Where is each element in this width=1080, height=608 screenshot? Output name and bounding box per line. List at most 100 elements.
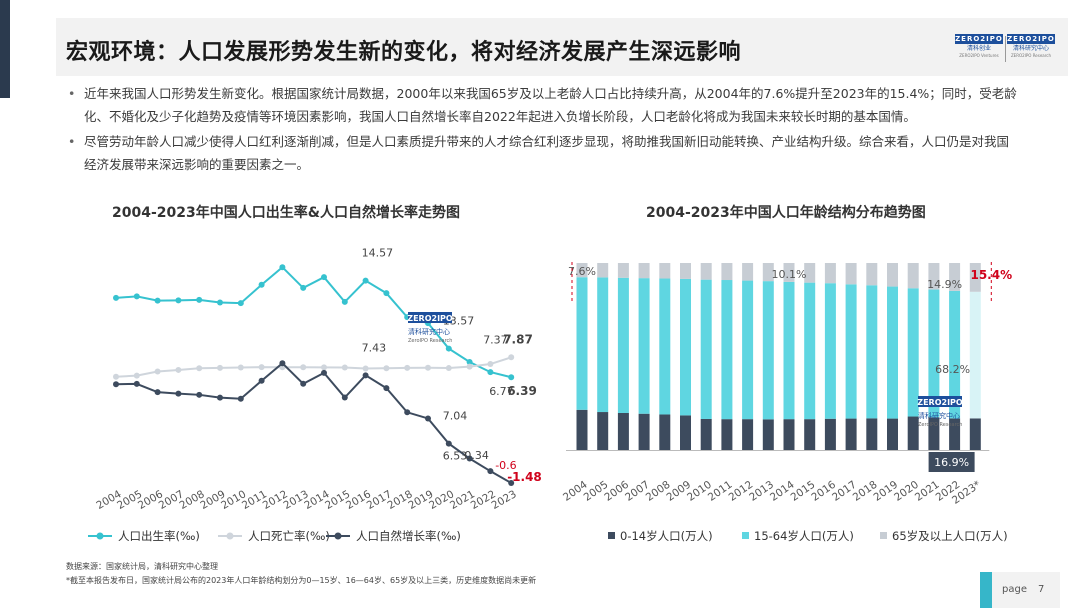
- data-label: 7.37: [483, 333, 508, 346]
- page-indicator: [980, 572, 1060, 608]
- bar-segment: [949, 290, 961, 419]
- bullet-item: 近年来我国人口形势发生新变化。根据国家统计局数据，2000年以来我国65岁及以上…: [66, 82, 1021, 128]
- legend-label: 人口死亡率(‰): [248, 529, 330, 543]
- bar-chart: 7.6% 10.1%14.9%15.4%68.2%16.9%20042005200…: [561, 262, 1012, 543]
- bar-chart-title: 2004-2023年中国人口年龄结构分布趋势图: [646, 205, 926, 221]
- data-point: [196, 296, 203, 303]
- line-chart-title: 2004-2023年中国人口出生率&人口自然增长率走势图: [112, 205, 460, 221]
- watermark-logo: ZERO2IPO: [917, 398, 963, 407]
- bar-segment: [762, 419, 774, 450]
- bar-segment: [887, 263, 898, 287]
- data-point: [196, 365, 203, 372]
- legend-label: 0-14岁人口(万人): [620, 529, 713, 543]
- data-point: [425, 364, 431, 371]
- bar-segment: [659, 278, 671, 415]
- data-point: [508, 374, 515, 381]
- bar-segment: [928, 289, 940, 418]
- bar-segment: [804, 419, 816, 450]
- legend-swatch: [880, 532, 887, 539]
- bar-segment: [969, 418, 981, 450]
- data-label: 7.6%: [568, 265, 596, 278]
- data-point: [154, 297, 161, 304]
- legend-marker: [334, 532, 342, 540]
- data-point: [404, 409, 411, 416]
- watermark-text: 清科研究中心: [918, 411, 960, 420]
- data-label: 68.2%: [935, 363, 970, 376]
- data-point: [445, 440, 452, 447]
- bar-segment: [700, 279, 712, 419]
- data-source: 数据来源：国家统计局，清科研究中心整理: [66, 562, 218, 571]
- data-point: [487, 361, 494, 368]
- bar-segment: [969, 263, 981, 292]
- watermark-logo: ZERO2IPO: [407, 314, 453, 323]
- data-point: [341, 364, 348, 371]
- data-label: 7.43: [362, 341, 387, 354]
- series-line-2: [115, 361, 512, 484]
- legend-label: 人口出生率(‰): [118, 529, 200, 543]
- data-point: [300, 380, 307, 387]
- data-point: [175, 366, 182, 373]
- bar-segment: [576, 263, 588, 278]
- line-chart: 14.5713.576.776.397.377.877.437.046.530.…: [88, 247, 542, 543]
- bar-segment: [762, 281, 774, 420]
- data-point: [154, 368, 161, 375]
- legend-swatch: [742, 532, 749, 539]
- data-point: [237, 300, 244, 307]
- data-label: 7.04: [443, 410, 468, 423]
- data-point: [237, 395, 244, 402]
- bar-segment: [949, 263, 961, 291]
- data-point: [487, 468, 494, 475]
- bar-segment: [824, 283, 836, 419]
- data-label: 14.57: [362, 247, 394, 260]
- data-point: [279, 360, 286, 367]
- watermark-text: 清科研究中心: [408, 327, 450, 336]
- bar-segment: [783, 281, 795, 420]
- data-label: 16.9%: [934, 456, 969, 469]
- data-label: 14.9%: [927, 278, 962, 291]
- data-point: [217, 299, 223, 306]
- bar-segment: [804, 263, 816, 283]
- data-point: [508, 354, 515, 361]
- bar-segment: [762, 263, 774, 282]
- company-logo: ZERO2IPO 清科创业 ZERO2IPO Ventures ZERO2IPO…: [955, 34, 1055, 66]
- data-point: [404, 364, 411, 371]
- data-point: [425, 415, 431, 422]
- logo-research: ZERO2IPO 清科研究中心 ZERO2IPO Research: [1007, 34, 1055, 58]
- page-number: 7: [1038, 584, 1045, 595]
- logo-divider: [1005, 36, 1006, 62]
- bar-segment: [845, 418, 857, 450]
- data-label: -0.6: [495, 459, 516, 472]
- data-label: -1.48: [507, 470, 542, 484]
- data-point: [383, 290, 390, 297]
- bar-segment: [700, 418, 712, 450]
- bullet-list: 近年来我国人口形势发生新变化。根据国家统计局数据，2000年以来我国65岁及以上…: [66, 82, 1021, 178]
- legend-marker: [96, 532, 104, 540]
- data-point: [383, 385, 390, 392]
- data-point: [258, 364, 265, 371]
- data-label: 6.53: [443, 450, 468, 463]
- data-point: [196, 391, 203, 398]
- data-point: [321, 364, 327, 371]
- bar-segment: [845, 263, 857, 285]
- logo-ventures: ZERO2IPO 清科创业 ZERO2IPO Ventures: [955, 34, 1003, 58]
- bar-segment: [887, 286, 898, 419]
- data-label: 10.1%: [772, 268, 807, 281]
- series-line-0: [115, 265, 512, 379]
- data-point: [258, 377, 265, 384]
- bar-segment: [845, 284, 857, 419]
- data-point: [175, 297, 182, 304]
- data-point: [217, 394, 223, 401]
- legend-label: 15-64岁人口(万人): [754, 529, 854, 543]
- bar-segment: [824, 263, 836, 284]
- watermark-logo-bg: [918, 396, 962, 407]
- bar-segment: [680, 278, 691, 416]
- data-point: [362, 277, 369, 284]
- label-bg: [928, 452, 975, 472]
- legend-swatch: [608, 532, 615, 539]
- data-label: 6.77: [489, 385, 514, 398]
- data-point: [383, 365, 390, 372]
- bar-segment: [617, 277, 629, 413]
- bar-segment: [721, 280, 733, 420]
- data-point: [362, 372, 369, 379]
- page-title: 宏观环境：人口发展形势发生新的变化，将对经济发展产生深远影响: [66, 40, 742, 65]
